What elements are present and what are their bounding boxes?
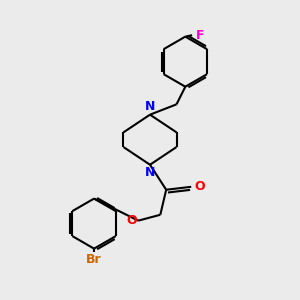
Text: Br: Br <box>86 253 102 266</box>
Text: O: O <box>194 180 205 193</box>
Text: N: N <box>145 166 155 179</box>
Text: O: O <box>126 214 137 227</box>
Text: N: N <box>145 100 155 113</box>
Text: F: F <box>196 29 204 42</box>
